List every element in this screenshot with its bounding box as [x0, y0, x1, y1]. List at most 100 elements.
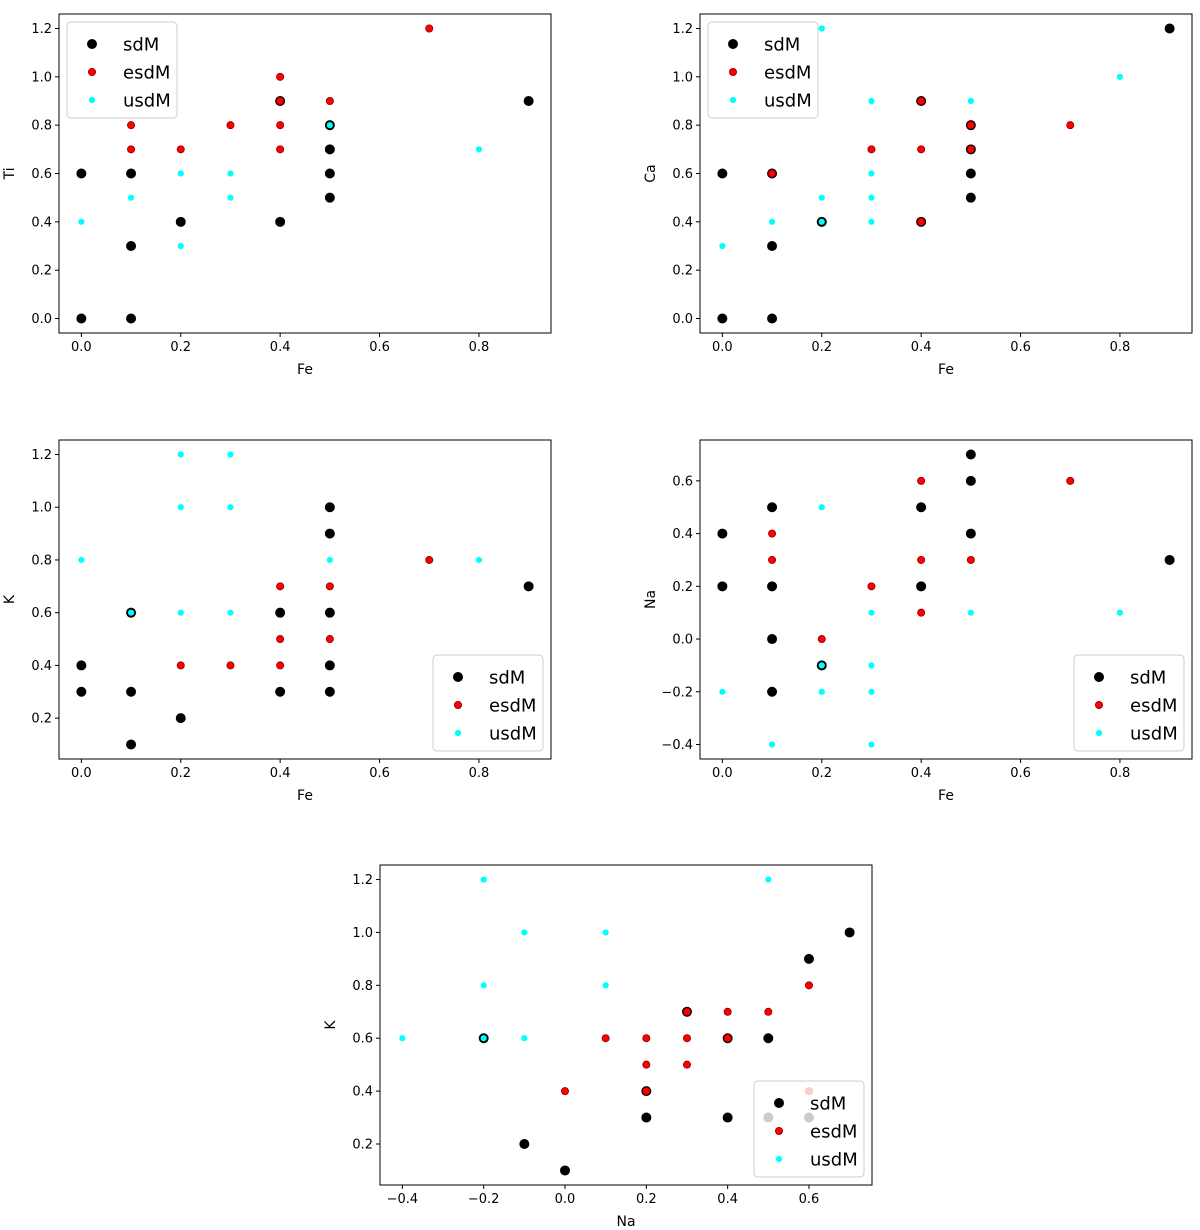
y-tick-label: 0.4 — [31, 215, 52, 230]
point-sdM — [519, 1139, 530, 1150]
point-sdM — [275, 686, 286, 697]
point-usdM — [818, 662, 825, 669]
legend-label-sdM: sdM — [123, 35, 159, 56]
point-usdM — [967, 97, 974, 105]
x-tick-label: 0.0 — [712, 766, 733, 781]
x-tick-label: 0.4 — [717, 1192, 738, 1207]
point-esdM — [601, 1034, 610, 1043]
point-sdM — [76, 686, 87, 697]
point-sdM — [126, 739, 137, 750]
point-sdM — [76, 660, 87, 671]
point-sdM — [722, 1112, 733, 1123]
point-sdM — [324, 168, 335, 179]
point-sdM — [717, 168, 728, 179]
point-usdM — [177, 242, 184, 250]
point-usdM — [868, 688, 875, 695]
point-sdM — [324, 502, 335, 513]
legend-label-usdM: usdM — [1130, 724, 1178, 745]
x-tick-label: 0.4 — [911, 340, 932, 355]
point-esdM — [226, 121, 235, 130]
point-usdM — [127, 609, 135, 616]
y-tick-label: 0.8 — [31, 553, 52, 568]
legend-label-esdM: esdM — [764, 63, 811, 84]
x-tick-label: 0.4 — [911, 766, 932, 781]
point-sdM — [763, 1033, 774, 1044]
point-esdM — [682, 1034, 691, 1043]
point-usdM — [227, 170, 234, 177]
point-esdM — [127, 145, 136, 154]
chart-panel-4: 0.0 0.2 0.4 0.6 0.8 −0.4 −0.2 0.0 0.2 0.4 0.6 Fe Na s… — [643, 439, 1193, 804]
point-esdM — [867, 582, 876, 591]
point-sdM — [175, 713, 186, 724]
x-tick-label: 0.4 — [270, 340, 291, 355]
point-esdM — [867, 145, 876, 154]
point-esdM — [425, 555, 434, 564]
point-sdM — [523, 96, 534, 107]
y-tick-label: 0.4 — [672, 527, 693, 542]
point-usdM — [602, 982, 609, 989]
legend-marker-sdM — [452, 672, 463, 683]
x-tick-label: 0.8 — [1110, 766, 1131, 781]
point-sdM — [767, 686, 778, 697]
y-tick-label: 0.8 — [31, 119, 52, 134]
legend: sdM esdM usdM — [707, 21, 819, 119]
point-usdM — [719, 688, 726, 695]
point-usdM — [177, 504, 184, 511]
legend-marker-esdM — [775, 1127, 784, 1136]
axes-frame — [699, 439, 1193, 760]
legend-marker-esdM — [729, 68, 738, 77]
x-tick-label: −0.4 — [387, 1192, 419, 1207]
x-tick-label: 0.2 — [636, 1192, 657, 1207]
point-usdM — [475, 146, 483, 153]
point-usdM — [818, 504, 825, 511]
legend-marker-sdM — [87, 39, 98, 50]
point-sdM — [324, 528, 335, 539]
point-esdM — [966, 145, 975, 154]
point-esdM — [917, 476, 926, 485]
point-usdM — [177, 609, 184, 616]
point-sdM — [767, 502, 778, 513]
point-usdM — [868, 218, 875, 225]
point-sdM — [965, 528, 976, 539]
point-sdM — [324, 192, 335, 203]
legend-label-sdM: sdM — [489, 668, 525, 689]
legend-marker-esdM — [88, 68, 97, 77]
point-esdM — [642, 1060, 651, 1069]
legend-marker-esdM — [1095, 701, 1104, 710]
y-tick-label: 1.0 — [672, 70, 693, 85]
point-usdM — [177, 451, 184, 458]
y-tick-label: 1.0 — [31, 70, 52, 85]
point-sdM — [767, 581, 778, 592]
point-esdM — [682, 1060, 691, 1069]
point-usdM — [818, 194, 825, 201]
point-esdM — [804, 981, 813, 990]
point-usdM — [227, 194, 234, 201]
axes-frame — [379, 864, 873, 1186]
x-tick-label: 0.8 — [469, 766, 490, 781]
point-esdM — [917, 145, 926, 154]
y-tick-label: 1.0 — [31, 501, 52, 516]
point-esdM — [917, 97, 926, 106]
y-tick-label: 0.8 — [352, 979, 373, 994]
y-tick-label: 0.4 — [352, 1085, 373, 1100]
y-tick-label: 1.2 — [31, 22, 52, 37]
x-tick-label: 0.6 — [1010, 766, 1031, 781]
axes-frame — [699, 13, 1193, 334]
point-sdM — [767, 240, 778, 251]
point-esdM — [276, 582, 285, 591]
legend-label-usdM: usdM — [810, 1150, 858, 1171]
x-axis-label: Fe — [297, 788, 313, 804]
point-esdM — [325, 635, 334, 644]
point-esdM — [425, 24, 434, 33]
point-sdM — [965, 475, 976, 486]
legend-marker-usdM — [454, 729, 462, 737]
point-esdM — [917, 555, 926, 564]
point-sdM — [767, 634, 778, 645]
legend-label-sdM: sdM — [764, 35, 800, 56]
point-usdM — [326, 556, 333, 564]
legend-marker-usdM — [1095, 729, 1103, 737]
point-usdM — [227, 451, 234, 458]
legend: sdM esdM usdM — [753, 1080, 865, 1178]
y-tick-label: 1.0 — [352, 926, 373, 941]
point-usdM — [868, 609, 875, 616]
